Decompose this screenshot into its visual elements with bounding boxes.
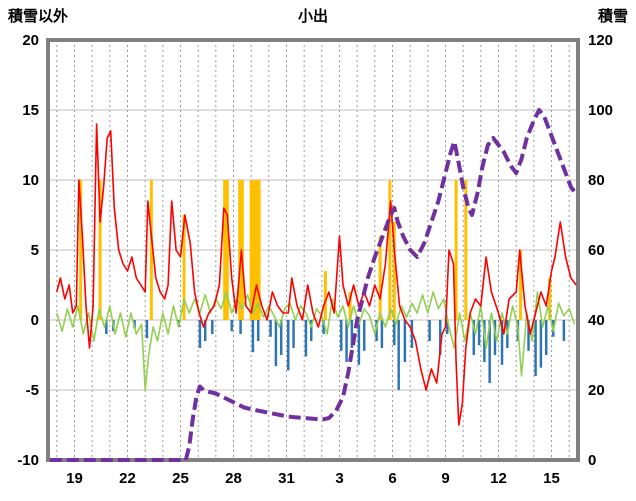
chart-title: 小出 xyxy=(298,7,328,25)
right-axis-title: 積雪 xyxy=(597,7,628,25)
x-axis-tick-label: 22 xyxy=(119,470,136,487)
x-axis-tick-label: 19 xyxy=(66,470,83,487)
plot-border xyxy=(46,38,580,462)
x-axis-tick-label: 6 xyxy=(388,470,396,487)
left-axis-tick-label: 15 xyxy=(22,102,39,119)
precipitation-bars-blue xyxy=(105,320,566,390)
x-axis-tick-label: 31 xyxy=(278,470,295,487)
left-axis-tick-label: 5 xyxy=(31,242,39,259)
right-axis-tick-label: 20 xyxy=(588,382,605,399)
left-axis-tick-label: 10 xyxy=(22,172,39,189)
left-axis-tick-label: -5 xyxy=(26,382,39,399)
x-axis-tick-label: 25 xyxy=(172,470,189,487)
temperature-line-red xyxy=(56,123,577,426)
left-axis-tick-label: 20 xyxy=(22,32,39,49)
left-axis-tick-label: -10 xyxy=(17,452,39,469)
x-axis-tick-label: 9 xyxy=(441,470,449,487)
right-axis-tick-label: 80 xyxy=(588,172,605,189)
left-axis-tick-label: 0 xyxy=(31,312,39,329)
right-axis-tick-label: 60 xyxy=(588,242,605,259)
x-axis-tick-label: 15 xyxy=(543,470,560,487)
green-line xyxy=(56,291,576,391)
x-axis-tick-label: 28 xyxy=(225,470,242,487)
x-axis-tick-label: 12 xyxy=(490,470,507,487)
right-axis-tick-label: 40 xyxy=(588,312,605,329)
right-axis-tick-label: 0 xyxy=(588,452,596,469)
axis-labels: 20 15 10 5 0 -5 -10 120 100 80 60 40 20 0 19 22 25 28 31 3 6… xyxy=(17,32,613,487)
snow-depth-line-purple xyxy=(49,108,578,462)
right-axis-tick-label: 100 xyxy=(588,102,613,119)
left-axis-title: 積雪以外 xyxy=(7,7,68,25)
right-axis-tick-label: 120 xyxy=(588,32,613,49)
sunshine-bars-yellow xyxy=(79,180,552,320)
x-axis-tick-label: 3 xyxy=(335,470,343,487)
plot-area: 20 15 10 5 0 -5 -10 120 100 80 60 40 20 0 19 22 25 28 31 3 6… xyxy=(17,32,613,487)
